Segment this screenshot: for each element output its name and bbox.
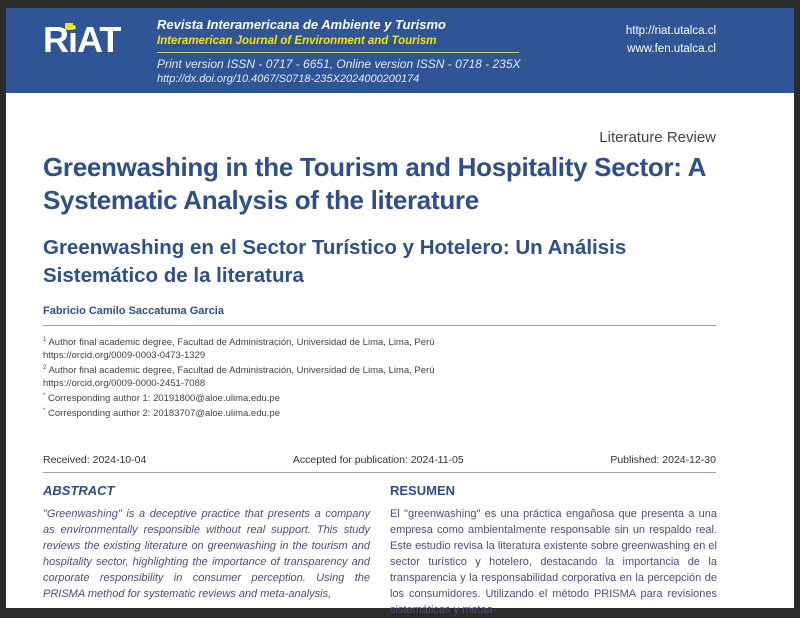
author-note: https://orcid.org/0009-0003-0473-1329 bbox=[43, 349, 434, 362]
resumen-section: RESUMEN El "greenwashing" es una práctic… bbox=[390, 483, 717, 618]
url-riat[interactable]: http://riat.utalca.cl bbox=[625, 25, 716, 37]
journal-logo: RiAT bbox=[43, 19, 121, 61]
author-note: * Corresponding author 2: 20183707@aloe.… bbox=[43, 405, 434, 420]
published-date: Published: 2024-12-30 bbox=[610, 454, 716, 466]
accepted-date: Accepted for publication: 2024-11-05 bbox=[292, 454, 464, 466]
abstract-text: "Greenwashing" is a deceptive practice t… bbox=[43, 508, 370, 600]
author-note: https://orcid.org/0009-0000-2451-7088 bbox=[43, 377, 434, 390]
issn: Print version ISSN - 0717 - 6651, Online… bbox=[157, 57, 521, 71]
journal-title-en: Interamerican Journal of Environment and… bbox=[157, 35, 437, 47]
divider bbox=[43, 325, 716, 326]
journal-title: Revista Interamericana de Ambiente y Tur… bbox=[157, 17, 446, 32]
divider bbox=[43, 472, 716, 473]
doi-link[interactable]: http://dx.doi.org/10.4067/S0718-235X2024… bbox=[157, 73, 420, 85]
header-divider bbox=[157, 52, 519, 53]
article-type: Literature Review bbox=[599, 129, 716, 146]
logo-text: RiAT bbox=[43, 19, 121, 60]
note-text: https://orcid.org/0009-0003-0473-1329 bbox=[43, 350, 206, 362]
note-text: Author final academic degree, Facultad d… bbox=[48, 337, 435, 349]
url-fen[interactable]: www.fen.utalca.cl bbox=[627, 43, 716, 55]
note-text: Corresponding author 2: 20183707@aloe.ul… bbox=[47, 408, 280, 420]
note-mark: * bbox=[43, 408, 46, 415]
resumen-heading: RESUMEN bbox=[390, 483, 456, 498]
note-mark: 2 bbox=[43, 365, 47, 372]
author-note: * Corresponding author 1: 20191800@aloe.… bbox=[43, 390, 434, 405]
author-notes: 1 Author final academic degree, Facultad… bbox=[43, 334, 434, 421]
note-text: Corresponding author 1: 20191800@aloe.ul… bbox=[47, 393, 280, 405]
article-title-es: Greenwashing en el Sector Turístico y Ho… bbox=[43, 236, 627, 287]
note-text: Author final academic degree, Facultad d… bbox=[48, 365, 435, 377]
journal-urls: http://riat.utalca.cl www.fen.utalca.cl bbox=[626, 22, 716, 58]
logo-accent bbox=[65, 23, 73, 30]
document-page: RiAT Revista Interamericana de Ambiente … bbox=[6, 8, 794, 616]
article-title: Greenwashing in the Tourism and Hospital… bbox=[43, 152, 706, 215]
note-mark: 1 bbox=[43, 337, 47, 343]
author-note: 1 Author final academic degree, Facultad… bbox=[43, 334, 434, 349]
abstract-section: ABSTRACT "Greenwashing" is a deceptive p… bbox=[43, 483, 370, 602]
resumen-text: El "greenwashing" es una práctica engaño… bbox=[390, 508, 717, 616]
note-mark: * bbox=[43, 393, 46, 400]
received-date: Received: 2024-10-04 bbox=[43, 454, 147, 466]
journal-header: RiAT Revista Interamericana de Ambiente … bbox=[6, 8, 794, 93]
author-note: 2 Author final academic degree, Facultad… bbox=[43, 362, 434, 377]
abstract-heading: ABSTRACT bbox=[43, 483, 115, 498]
note-text: https://orcid.org/0009-0000-2451-7088 bbox=[43, 378, 206, 390]
dates: Received: 2024-10-04 Accepted for public… bbox=[43, 454, 716, 466]
author: Fabricio Camilo Saccatuma Garcia bbox=[43, 305, 224, 317]
